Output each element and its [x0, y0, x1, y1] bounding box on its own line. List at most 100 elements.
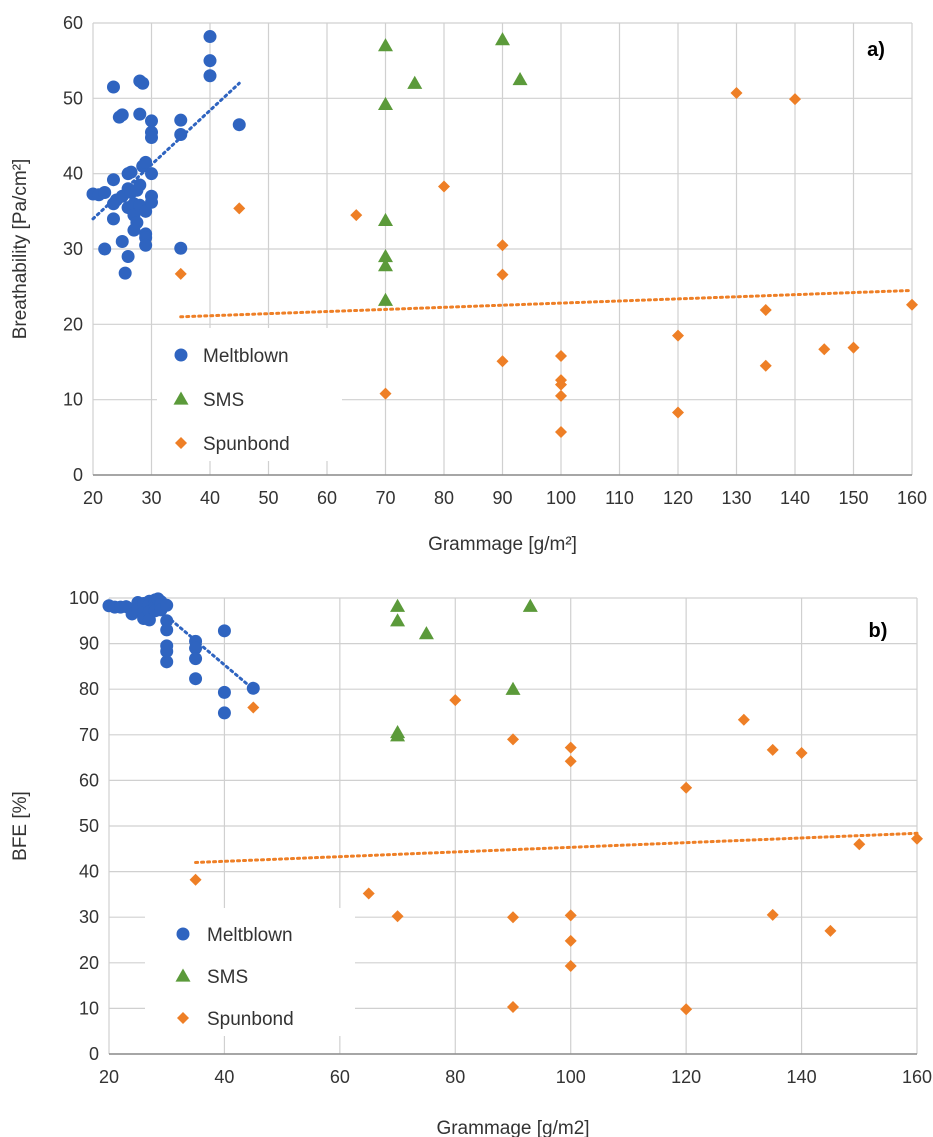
a-point-meltblown-29 — [136, 76, 150, 90]
a-series-sms — [378, 32, 528, 306]
a-point-spunbond-16 — [759, 304, 772, 317]
chart-bfe-svg: 0 10 20 30 40 50 60 70 80 90 100 20 40 60 80 100 120 140 1… — [10, 588, 932, 1137]
a-legend-label-meltblown: Meltblown — [203, 346, 289, 367]
b-y-tick-0: 0 — [89, 1044, 99, 1064]
chart-bfe: 0 10 20 30 40 50 60 70 80 90 100 20 40 60 80 100 120 140 1… — [0, 580, 933, 1137]
b-y-tick-40: 40 — [79, 862, 99, 882]
a-point-spunbond-5 — [496, 239, 509, 252]
a-point-sms-7 — [495, 32, 510, 46]
b-x-tick-20: 20 — [99, 1067, 119, 1087]
b-point-meltblown-34 — [217, 624, 231, 638]
a-point-spunbond-2 — [350, 209, 363, 222]
a-legend-item-spunbond: Spunbond — [175, 434, 290, 455]
a-x-tick-120: 120 — [663, 488, 693, 508]
a-point-sms-6 — [407, 75, 423, 89]
b-point-meltblown-33 — [189, 672, 203, 686]
a-x-tick-130: 130 — [721, 488, 751, 508]
a-y-tick-60: 60 — [63, 13, 83, 33]
a-legend-box — [157, 328, 342, 461]
b-point-meltblown-24 — [160, 598, 174, 612]
a-point-meltblown-44 — [174, 241, 188, 255]
a-point-spunbond-0 — [174, 267, 187, 280]
a-point-spunbond-19 — [818, 343, 831, 356]
b-point-spunbond-9 — [564, 755, 577, 768]
a-point-meltblown-36 — [145, 114, 158, 128]
a-y-tick-10: 10 — [63, 390, 83, 410]
b-y-tick-80: 80 — [79, 679, 99, 699]
b-series-sms — [390, 598, 538, 742]
b-point-sms-1 — [390, 613, 406, 627]
a-point-sms-8 — [512, 72, 528, 86]
a-x-tick-30: 30 — [141, 488, 161, 508]
a-point-meltblown-42 — [174, 113, 188, 127]
b-point-spunbond-11 — [564, 934, 577, 947]
a-point-meltblown-13 — [118, 266, 132, 280]
b-legend-marker-meltblown — [176, 927, 190, 941]
a-point-meltblown-12 — [115, 234, 129, 248]
a-point-meltblown-39 — [145, 167, 158, 181]
b-point-sms-0 — [390, 598, 406, 612]
a-point-meltblown-2 — [98, 186, 112, 199]
b-point-spunbond-21 — [911, 832, 923, 845]
a-x-tick-60: 60 — [317, 488, 337, 508]
b-x-tick-60: 60 — [330, 1067, 350, 1087]
a-x-tick-50: 50 — [258, 488, 278, 508]
a-point-meltblown-7 — [106, 212, 120, 226]
b-y-tick-50: 50 — [79, 816, 99, 836]
b-x-axis-title: Grammage [g/m2] — [436, 1118, 589, 1137]
a-point-meltblown-38 — [145, 131, 158, 145]
a-y-tick-50: 50 — [63, 88, 83, 108]
b-x-tick-160: 160 — [902, 1067, 932, 1087]
b-x-tick-100: 100 — [556, 1067, 586, 1087]
a-x-tick-110: 110 — [605, 488, 634, 508]
a-legend-label-sms: SMS — [203, 390, 244, 411]
a-x-tick-40: 40 — [200, 488, 220, 508]
b-legend-marker-spunbond — [177, 1012, 189, 1024]
a-y-tick-0: 0 — [73, 465, 83, 485]
b-y-tick-100: 100 — [69, 588, 99, 608]
a-point-meltblown-3 — [98, 242, 112, 256]
b-point-spunbond-1 — [247, 701, 260, 714]
b-series-spunbond — [189, 694, 923, 1016]
b-point-spunbond-13 — [680, 781, 693, 794]
b-point-sms-6 — [522, 598, 538, 612]
b-legend: Meltblown SMS Spunbond — [175, 925, 294, 1030]
a-y-tick-30: 30 — [63, 239, 83, 259]
chart-breathability-svg: 0 10 20 30 40 50 60 20 30 40 50 60 70 80 90 100 110 120 13… — [10, 13, 927, 555]
a-point-sms-4 — [378, 258, 393, 272]
a-point-spunbond-21 — [906, 298, 918, 311]
b-point-meltblown-28 — [160, 644, 174, 658]
a-point-sms-3 — [378, 249, 393, 263]
b-y-tick-30: 30 — [79, 907, 99, 927]
a-y-tick-40: 40 — [63, 164, 83, 184]
a-point-spunbond-10 — [555, 378, 567, 391]
b-point-spunbond-16 — [766, 743, 779, 756]
b-point-meltblown-35 — [217, 685, 231, 699]
b-y-tick-20: 20 — [79, 953, 99, 973]
a-x-tick-160: 160 — [897, 488, 927, 508]
b-point-meltblown-29 — [160, 655, 174, 669]
b-point-spunbond-5 — [507, 733, 519, 746]
b-legend-marker-sms — [175, 968, 191, 982]
b-legend-item-sms: SMS — [175, 967, 248, 988]
b-x-tick-120: 120 — [671, 1067, 701, 1087]
b-point-meltblown-25 — [160, 614, 174, 628]
b-point-spunbond-0 — [189, 873, 202, 886]
b-legend-label-sms: SMS — [207, 967, 248, 988]
a-point-spunbond-1 — [233, 202, 246, 215]
a-point-meltblown-18 — [124, 165, 138, 179]
a-x-tick-20: 20 — [83, 488, 103, 508]
a-x-tick-100: 100 — [546, 488, 576, 508]
a-point-meltblown-43 — [174, 127, 188, 141]
a-x-tick-90: 90 — [492, 488, 512, 508]
b-point-spunbond-15 — [737, 713, 750, 726]
a-legend-marker-spunbond — [175, 437, 187, 449]
a-point-meltblown-48 — [232, 118, 246, 132]
b-panel-label: b) — [869, 620, 888, 642]
b-y-tick-70: 70 — [79, 725, 99, 745]
b-x-tick-80: 80 — [445, 1067, 465, 1087]
b-trendline-spunbond — [194, 831, 919, 864]
a-point-sms-5 — [378, 292, 393, 306]
a-x-tick-70: 70 — [375, 488, 395, 508]
a-series-spunbond — [174, 87, 918, 439]
